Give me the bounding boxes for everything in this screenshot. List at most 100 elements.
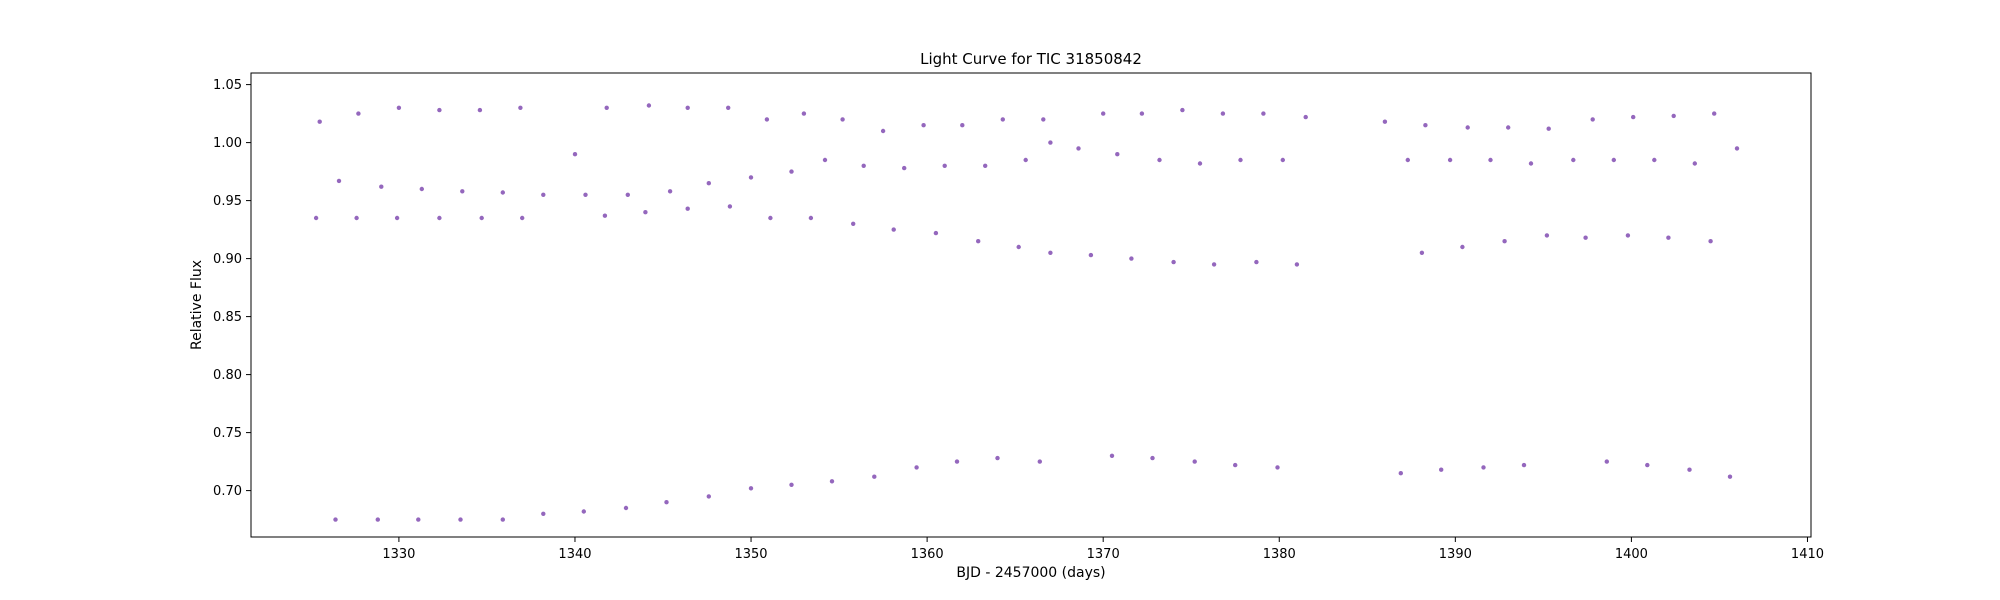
x-axis: 1330 1340 1350 1360 1370 1380 1390 1400 1410: [382, 537, 1824, 562]
primary-eclipse-point: [995, 455, 1000, 461]
y-tick-label: 0.75: [213, 426, 242, 441]
plot-frame: [250, 72, 1812, 538]
secondary-eclipse-point: [1708, 239, 1713, 244]
primary-eclipse-point: [914, 465, 919, 470]
x-tick-label: 1360: [911, 547, 944, 562]
modulation-point: [1652, 157, 1657, 163]
secondary-eclipse-point: [1016, 244, 1021, 250]
primary-eclipse-point: [664, 500, 669, 505]
secondary-eclipse-point: [727, 204, 733, 209]
modulation-point: [1571, 157, 1576, 163]
primary-eclipse-point: [1192, 459, 1197, 464]
modulation-point: [1692, 161, 1698, 166]
modulation-point: [1139, 111, 1145, 116]
modulation-point: [572, 152, 578, 157]
secondary-eclipse-point: [643, 210, 648, 215]
secondary-eclipse-point: [520, 215, 525, 221]
modulation-point: [396, 105, 402, 111]
secondary-eclipse-point: [602, 213, 608, 218]
modulation-point: [1076, 146, 1081, 151]
modulation-point: [983, 163, 988, 168]
y-tick-label: 0.90: [213, 252, 242, 267]
secondary-eclipse-point: [808, 215, 814, 221]
primary-eclipse-point: [1439, 467, 1444, 472]
modulation-point: [646, 103, 652, 108]
modulation-point: [748, 175, 754, 180]
modulation-point: [336, 178, 342, 184]
x-tick-label: 1410: [1791, 547, 1824, 562]
secondary-eclipse-point: [479, 215, 484, 221]
modulation-point: [379, 184, 384, 189]
modulation-point: [477, 107, 483, 113]
primary-eclipse-point: [1521, 462, 1527, 468]
modulation-point: [880, 128, 886, 134]
primary-eclipse-point: [416, 517, 421, 522]
modulation-point: [667, 189, 673, 194]
modulation-point: [861, 163, 866, 168]
x-tick-label: 1350: [734, 547, 767, 562]
modulation-point: [942, 163, 947, 168]
secondary-eclipse-point: [1294, 262, 1300, 267]
secondary-eclipse-point: [1583, 235, 1588, 240]
primary-eclipse-point: [375, 517, 380, 522]
modulation-point: [1488, 157, 1493, 163]
primary-eclipse-point: [1645, 462, 1650, 468]
modulation-point: [356, 111, 361, 116]
modulation-point: [764, 117, 770, 122]
y-tick-label: 0.85: [213, 310, 242, 325]
modulation-point: [1546, 126, 1551, 131]
secondary-eclipse-point: [1211, 262, 1217, 267]
modulation-point: [460, 189, 465, 194]
y-tick-label: 1.00: [213, 136, 242, 151]
x-tick-label: 1340: [558, 547, 591, 562]
modulation-point: [419, 186, 424, 192]
primary-eclipse-point: [1727, 474, 1733, 479]
primary-eclipse-point: [1150, 455, 1155, 461]
modulation-point: [1197, 161, 1203, 166]
modulation-point: [706, 181, 711, 186]
modulation-point: [604, 105, 609, 111]
x-axis-label: BJD - 2457000 (days): [956, 565, 1105, 581]
modulation-point: [1157, 157, 1162, 163]
modulation-point: [1180, 107, 1185, 113]
primary-eclipse-point: [1037, 459, 1043, 464]
primary-eclipse-point: [1109, 453, 1115, 458]
modulation-point: [1115, 152, 1120, 157]
primary-eclipse-point: [872, 474, 877, 479]
primary-eclipse-point: [1233, 462, 1238, 468]
x-tick-label: 1330: [382, 547, 415, 562]
secondary-eclipse-point: [685, 206, 690, 211]
secondary-eclipse-point: [1502, 239, 1507, 244]
y-axis-label: Relative Flux: [189, 260, 205, 350]
modulation-point: [1611, 157, 1617, 163]
x-tick-label: 1400: [1615, 547, 1648, 562]
secondary-eclipse-point: [313, 215, 319, 221]
primary-eclipse-point: [541, 511, 546, 516]
modulation-point: [1303, 114, 1308, 120]
secondary-eclipse-point: [437, 215, 442, 221]
secondary-eclipse-point: [354, 215, 359, 221]
modulation-point: [902, 165, 907, 171]
primary-eclipse-point: [1687, 467, 1692, 472]
secondary-eclipse-point: [976, 239, 981, 244]
primary-eclipse-point: [954, 459, 960, 464]
modulation-point: [1023, 157, 1028, 163]
modulation-point: [822, 157, 828, 163]
modulation-point: [921, 123, 926, 128]
modulation-point: [1220, 111, 1226, 116]
modulation-point: [960, 123, 965, 128]
secondary-eclipse-point: [933, 230, 939, 236]
primary-eclipse-point: [458, 517, 463, 522]
x-tick-label: 1390: [1439, 547, 1472, 562]
chart-title: Light Curve for TIC 31850842: [920, 50, 1142, 68]
modulation-point: [1447, 157, 1453, 163]
modulation-point: [1590, 117, 1595, 122]
primary-eclipse-point: [706, 494, 711, 499]
secondary-eclipse-point: [1460, 244, 1465, 250]
secondary-eclipse-point: [768, 215, 773, 221]
primary-eclipse-point: [789, 482, 794, 487]
secondary-eclipse-point: [1048, 250, 1053, 255]
secondary-eclipse-point: [394, 215, 400, 221]
modulation-point: [1734, 146, 1740, 151]
data-points: [313, 103, 1740, 522]
